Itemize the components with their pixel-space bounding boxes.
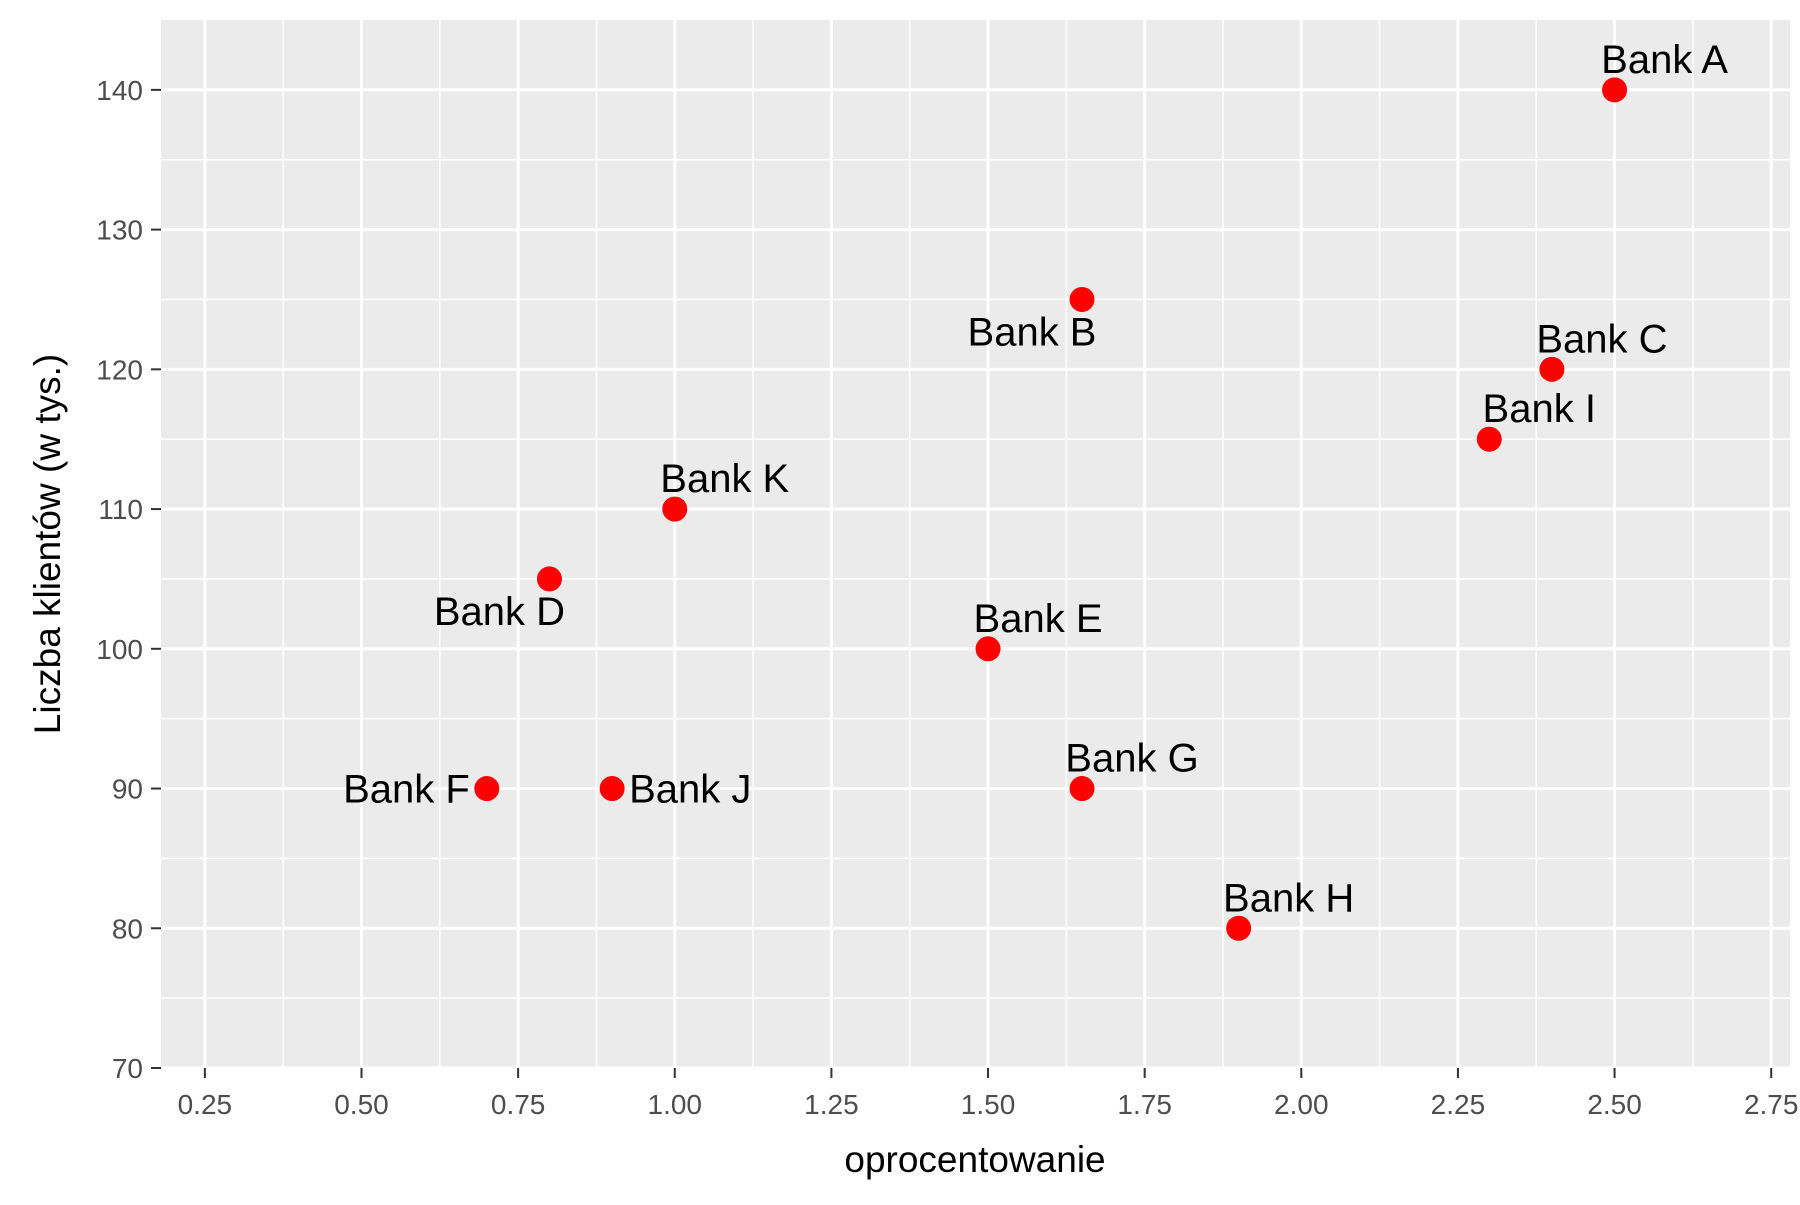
minor-gridlines: [161, 20, 1790, 1068]
point-label-bank-i: Bank I: [1483, 387, 1596, 431]
point-bank-k: [662, 496, 688, 522]
plot-panel: [161, 20, 1790, 1068]
point-label-bank-f: Bank F: [343, 768, 470, 812]
major-gridlines: [161, 20, 1790, 1070]
y-tick-label-2: 80: [112, 913, 143, 944]
point-bank-i: [1476, 426, 1502, 452]
point-bank-g: [1069, 776, 1095, 802]
x-tick-label-2: 0.50: [334, 1089, 389, 1120]
point-label-bank-a: Bank A: [1601, 38, 1728, 82]
data-labels: Bank A Bank B Bank C Bank D Bank E Bank F Bank…: [343, 38, 1728, 920]
x-tick-label-4: 1.00: [648, 1089, 703, 1120]
data-points: [474, 77, 1628, 941]
point-bank-j: [599, 776, 625, 802]
y-tick-label-1: 70: [112, 1053, 143, 1084]
y-tick-label-7: 130: [96, 215, 143, 246]
x-axis: 0.25 0.50 0.75 1.00 1.25 1.50 1.75 2.00 2.25 2.50…: [178, 1068, 1799, 1120]
point-bank-h: [1226, 915, 1252, 941]
point-label-bank-k: Bank K: [660, 457, 789, 501]
point-bank-e: [975, 636, 1001, 662]
y-tick-label-4: 100: [96, 634, 143, 665]
point-label-bank-b: Bank B: [968, 310, 1097, 354]
y-tick-label-5: 110: [98, 494, 143, 525]
x-tick-label-3: 0.75: [491, 1089, 546, 1120]
x-tick-label-10: 2.50: [1587, 1089, 1642, 1120]
point-bank-d: [536, 566, 562, 592]
y-tick-label-8: 140: [96, 75, 143, 106]
point-bank-b: [1069, 286, 1095, 312]
point-bank-f: [474, 776, 500, 802]
y-tick-label-3: 90: [112, 774, 143, 805]
x-tick-label-7: 1.75: [1117, 1089, 1172, 1120]
point-label-bank-d: Bank D: [434, 590, 565, 634]
x-tick-label-11: 2.75: [1744, 1089, 1799, 1120]
x-tick-label-6: 1.50: [961, 1089, 1016, 1120]
point-label-bank-e: Bank E: [974, 597, 1103, 641]
y-axis-title: Liczba klientów (w tys.): [27, 354, 68, 734]
x-axis-title: oprocentowanie: [844, 1139, 1105, 1180]
x-tick-label-1: 0.25: [178, 1089, 233, 1120]
point-label-bank-h: Bank H: [1223, 876, 1354, 920]
y-axis: 70 80 90 100 110 120 130 140: [96, 75, 161, 1084]
x-tick-label-9: 2.25: [1431, 1089, 1486, 1120]
x-tick-label-8: 2.00: [1274, 1089, 1329, 1120]
point-bank-c: [1539, 356, 1565, 382]
x-tick-label-5: 1.25: [804, 1089, 859, 1120]
point-label-bank-g: Bank G: [1065, 737, 1198, 781]
point-bank-a: [1602, 77, 1628, 103]
point-label-bank-j: Bank J: [629, 768, 751, 812]
point-label-bank-c: Bank C: [1536, 317, 1667, 361]
y-tick-label-6: 120: [96, 354, 143, 385]
